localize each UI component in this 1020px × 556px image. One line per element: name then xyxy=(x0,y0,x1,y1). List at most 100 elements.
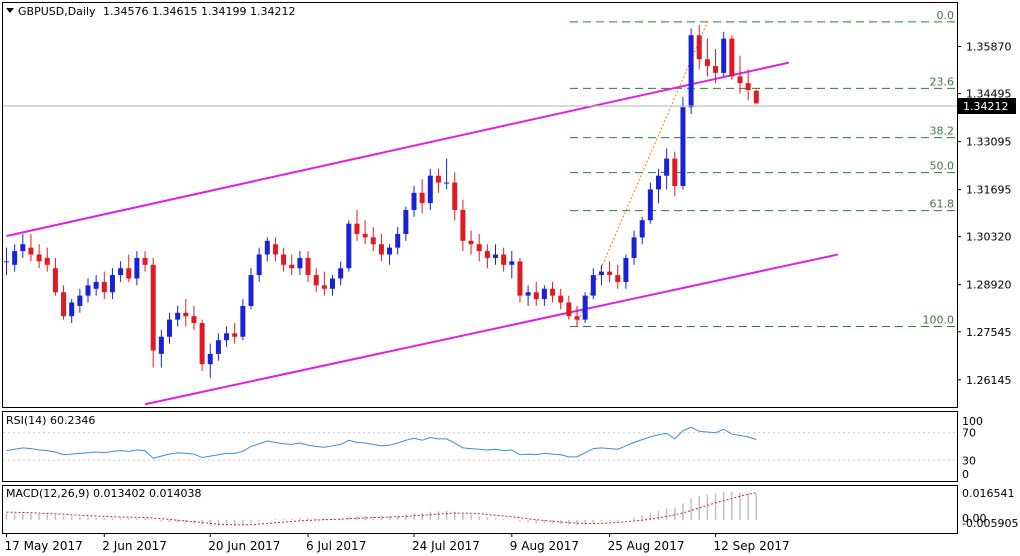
candle xyxy=(354,209,360,241)
macd-tick-label: 0.00 xyxy=(962,512,987,525)
candle xyxy=(435,168,441,193)
candle xyxy=(729,35,735,80)
candle-body xyxy=(354,223,360,234)
candle-body xyxy=(167,319,172,337)
channel-line xyxy=(6,61,790,237)
candle xyxy=(126,254,132,282)
candle xyxy=(753,89,759,104)
candle xyxy=(656,168,661,204)
candle xyxy=(647,182,653,224)
candle-body xyxy=(93,281,99,289)
candle-body xyxy=(452,182,458,210)
fib-trend-line xyxy=(576,21,708,325)
candle xyxy=(550,281,556,303)
chart-symbol: GBPUSD,Daily xyxy=(18,5,96,18)
candle xyxy=(541,285,547,306)
candle xyxy=(680,96,686,190)
candle xyxy=(607,261,613,282)
candle-body xyxy=(12,251,18,265)
candle-body xyxy=(533,292,539,300)
candle-body xyxy=(460,209,466,241)
candle xyxy=(338,261,344,286)
date-tick-label: 9 Aug 2017 xyxy=(510,539,579,553)
candle-body xyxy=(69,302,75,317)
candle xyxy=(256,247,262,282)
candle-body xyxy=(680,107,686,186)
candle xyxy=(566,295,572,320)
price-tick-label: 1.35870 xyxy=(966,41,1012,54)
candle-body xyxy=(598,271,604,276)
macd-tick-label: -0.005905 xyxy=(962,517,1018,530)
candle-body xyxy=(672,158,678,186)
price-tick-label: 1.30320 xyxy=(966,231,1012,244)
candle-body xyxy=(142,257,148,265)
macd-panel-frame xyxy=(2,485,958,534)
candle xyxy=(313,268,319,293)
candle-body xyxy=(44,257,50,265)
candle xyxy=(77,288,83,313)
candle xyxy=(330,275,335,296)
candle xyxy=(533,281,539,306)
date-tick-label: 24 Jul 2017 xyxy=(412,539,480,553)
candle-body xyxy=(4,261,9,263)
candle xyxy=(297,251,303,276)
candle-body xyxy=(362,233,368,238)
candle-body xyxy=(281,254,287,265)
candle-body xyxy=(256,254,262,276)
candle-body xyxy=(664,158,670,176)
candle-body xyxy=(476,244,482,252)
candle xyxy=(737,55,743,94)
date-tick-label: 2 Jun 2017 xyxy=(102,539,167,553)
price-tick-label: 1.28920 xyxy=(966,279,1012,292)
date-tick-label: 6 Jul 2017 xyxy=(306,539,366,553)
candle-body xyxy=(615,275,621,282)
candle-body xyxy=(753,90,759,104)
candle-body xyxy=(158,336,164,354)
candle xyxy=(590,268,596,300)
candle xyxy=(281,247,287,272)
candle-body xyxy=(517,261,523,296)
candle-body xyxy=(656,175,661,190)
candle xyxy=(289,254,295,276)
candle-body xyxy=(20,244,26,252)
candle-body xyxy=(509,261,515,265)
candle xyxy=(395,227,401,255)
candle-body xyxy=(737,76,743,84)
candle-body xyxy=(729,38,735,77)
price-panel-frame xyxy=(2,2,958,408)
candle-body xyxy=(297,257,303,269)
candle-body xyxy=(264,240,270,255)
candle-body xyxy=(566,302,572,317)
rsi-tick-label: 0 xyxy=(962,468,969,481)
candle xyxy=(378,233,384,262)
candle-body xyxy=(224,333,230,341)
candle xyxy=(28,233,34,262)
candle-body xyxy=(346,223,352,269)
candle xyxy=(321,271,327,296)
candle xyxy=(509,251,515,279)
candle-body xyxy=(444,182,450,184)
candle-body xyxy=(574,316,580,320)
candle xyxy=(362,220,368,245)
candle xyxy=(93,275,99,296)
candle xyxy=(468,230,474,255)
candle-body xyxy=(696,35,702,60)
candle xyxy=(476,233,482,262)
candle-body xyxy=(721,38,727,73)
candle-body xyxy=(395,233,401,248)
price-axis: 1.35870 1.34495 1.33095 1.31695 1.30320 1.289… xyxy=(957,41,1012,387)
candle xyxy=(672,151,678,197)
candle-body xyxy=(378,244,384,255)
candle-body xyxy=(248,275,254,306)
candle xyxy=(582,292,588,324)
candle-body xyxy=(493,254,498,258)
candle-body xyxy=(175,312,181,320)
candle xyxy=(598,264,604,286)
candle-body xyxy=(647,189,653,221)
candle xyxy=(403,206,409,241)
candle-body xyxy=(313,275,319,286)
candle xyxy=(574,305,580,327)
candle-body xyxy=(631,237,637,258)
